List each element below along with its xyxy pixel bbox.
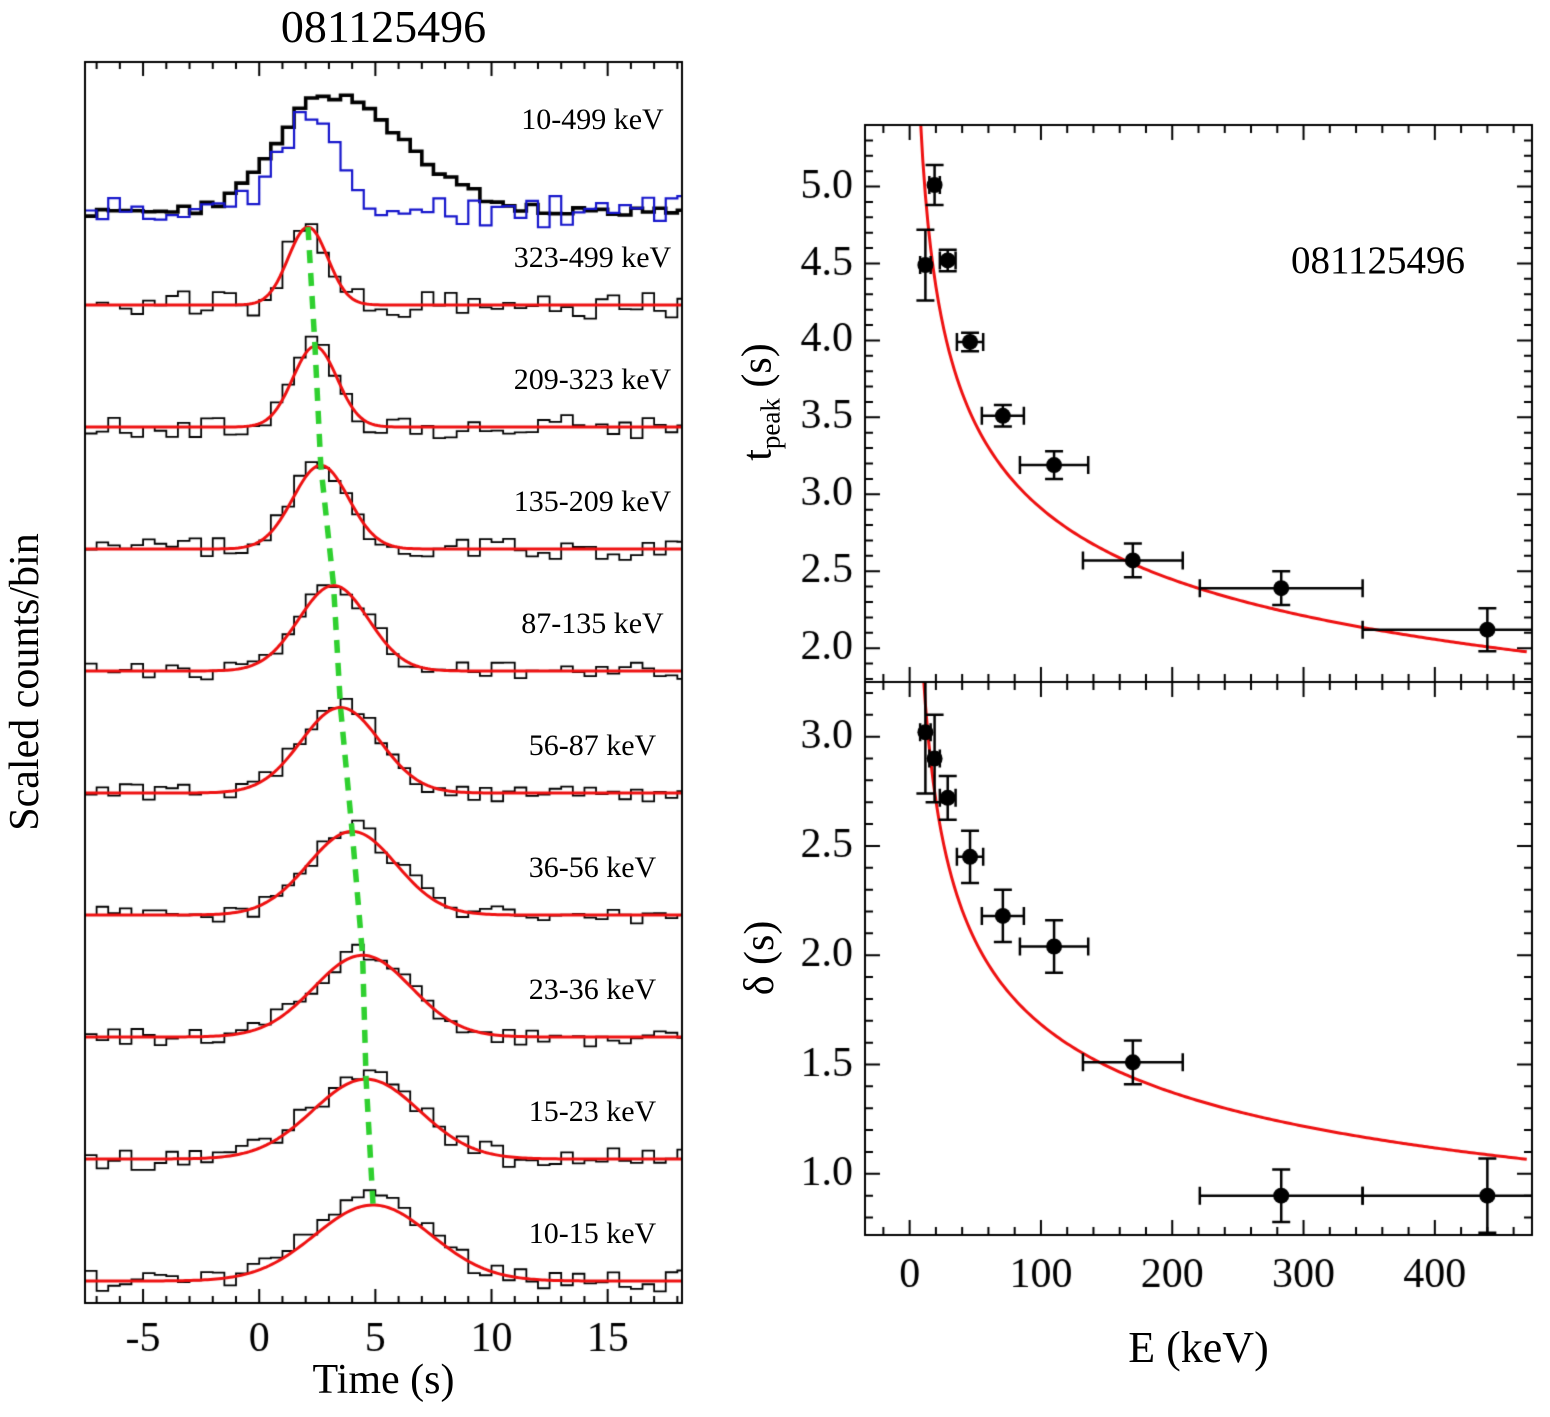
tpeak-y-axis-label: tpeak (s): [733, 343, 786, 460]
energy-x-axis-label: E (keV): [1128, 1323, 1269, 1372]
scatter-panels-canvas: [740, 100, 1550, 1417]
delta-y-axis-label: δ (s): [737, 920, 783, 996]
band-label: 323-499 keV: [513, 241, 672, 274]
figure-title: 081125496: [280, 1, 487, 52]
tpeak-label-sub: peak: [755, 398, 786, 450]
band-label: 36-56 keV: [528, 851, 657, 884]
left-x-axis-label: Time (s): [312, 1357, 455, 1403]
tpeak-label-units: (s): [734, 343, 781, 399]
band-label: 209-323 keV: [513, 363, 672, 396]
band-label: 135-209 keV: [513, 485, 672, 518]
light-curves-canvas: [60, 50, 700, 1380]
band-label: 10-499 keV: [521, 103, 664, 136]
tpeak-label-main: t: [734, 449, 781, 461]
band-label: 10-15 keV: [528, 1217, 657, 1250]
band-label: 87-135 keV: [521, 607, 664, 640]
band-label: 23-36 keV: [528, 973, 657, 1006]
left-y-axis-label: Scaled counts/bin: [2, 533, 48, 831]
band-label: 56-87 keV: [528, 729, 657, 762]
band-label: 15-23 keV: [528, 1095, 657, 1128]
grb-id-annotation: 081125496: [1290, 239, 1466, 282]
